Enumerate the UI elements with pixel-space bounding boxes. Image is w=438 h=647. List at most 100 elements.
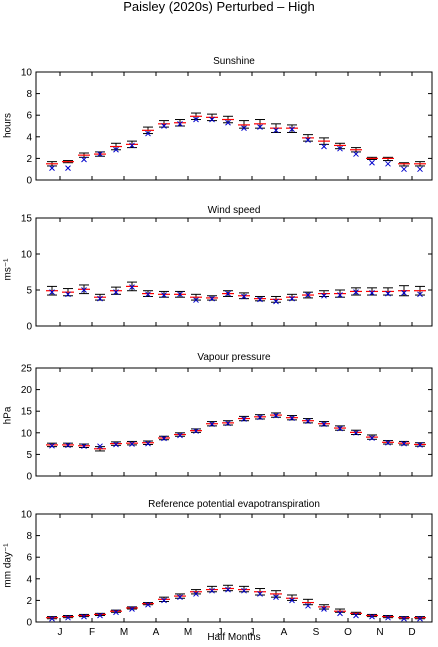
y-tick-label: 10 [21,510,33,521]
y-tick-label: 15 [21,214,33,225]
observed-marker [385,290,391,297]
observed-marker [257,124,263,130]
observed-marker [193,428,199,434]
observed-marker [273,412,279,419]
observed-marker [353,612,359,619]
x-tick-label: N [376,627,383,638]
y-tick-label: 10 [21,428,33,439]
x-tick-label: F [89,627,95,638]
panel-title-sunshine: Sunshine [213,56,255,67]
observed-marker [369,613,375,620]
x-tick-label: M [120,627,128,638]
observed-marker [401,166,407,173]
plot-frame [35,71,433,181]
y-tick-label: 5 [26,450,32,461]
observed-marker [113,441,119,448]
observed-marker [49,442,55,449]
observed-marker [65,165,71,171]
observed-marker [161,435,167,442]
observed-marker [145,440,151,447]
observed-marker [97,151,103,157]
observed-marker [321,143,327,150]
x-tick-label: J [218,627,223,638]
x-axis-label: Half Months [207,632,261,643]
observed-marker [305,137,311,143]
panel-title-vapour-pressure: Vapour pressure [197,352,271,363]
observed-marker [369,159,375,166]
y-tick-label: 15 [21,407,33,418]
observed-marker [289,126,295,133]
y-tick-label: 0 [26,176,32,187]
observed-marker [289,415,295,421]
x-tick-label: A [281,627,288,638]
observed-marker [337,610,343,617]
observed-marker [193,591,199,597]
observed-marker [417,615,423,622]
observed-marker [81,613,87,620]
observed-marker [337,145,343,152]
observed-marker [97,295,103,302]
observed-marker [401,615,407,622]
observed-marker [65,442,71,449]
y-tick-label: 10 [21,68,33,79]
x-tick-label: M [184,627,192,638]
observed-marker [113,289,119,296]
observed-marker [369,435,375,441]
observed-marker [337,425,343,432]
observed-marker [417,166,423,173]
observed-marker [241,587,247,594]
observed-marker [305,418,311,424]
observed-marker [193,297,199,303]
y-tick-label: 4 [26,132,32,143]
observed-marker [353,151,359,157]
plot-frame [35,217,433,327]
observed-marker [385,439,391,446]
observed-marker [177,594,183,601]
observed-marker [129,606,135,612]
y-tick-label: 25 [21,364,33,375]
panel-title-evapotranspiration: Reference potential evapotranspiration [148,499,320,510]
chart-title: Paisley (2020s) Perturbed – High [123,0,315,14]
observed-marker [225,420,231,427]
y-tick-label: 4 [26,574,32,585]
x-tick-label: S [313,627,320,638]
observed-marker [129,284,135,290]
x-tick-label: O [344,627,352,638]
observed-marker [241,416,247,422]
observed-marker [225,586,231,593]
observed-marker [225,119,231,126]
plot-frame [35,513,433,623]
observed-marker [193,116,199,123]
observed-marker [209,116,215,123]
y-tick-label: 8 [26,89,32,100]
observed-marker [129,441,135,447]
observed-marker [65,614,71,621]
observed-marker [65,291,71,298]
observed-marker [337,292,343,298]
observed-marker [353,429,359,436]
observed-marker [97,612,103,619]
y-tick-label: 5 [26,286,32,297]
observed-marker [321,292,327,299]
observed-marker [273,594,279,601]
observed-marker [241,125,247,132]
observed-marker [225,290,231,297]
observed-marker [145,291,151,298]
observed-marker [273,298,279,305]
observed-marker [385,160,391,167]
observed-marker [145,601,151,608]
observed-marker [161,292,167,298]
observed-marker [417,442,423,448]
observed-marker [289,597,295,604]
observed-marker [321,421,327,428]
observed-marker [49,289,55,296]
observed-marker [209,587,215,594]
observed-marker [177,432,183,439]
observed-marker [49,165,55,171]
observed-marker [81,287,87,293]
observed-marker [113,146,119,153]
y-tick-label: 6 [26,553,32,564]
observed-marker [257,414,263,421]
observed-marker [273,127,279,134]
